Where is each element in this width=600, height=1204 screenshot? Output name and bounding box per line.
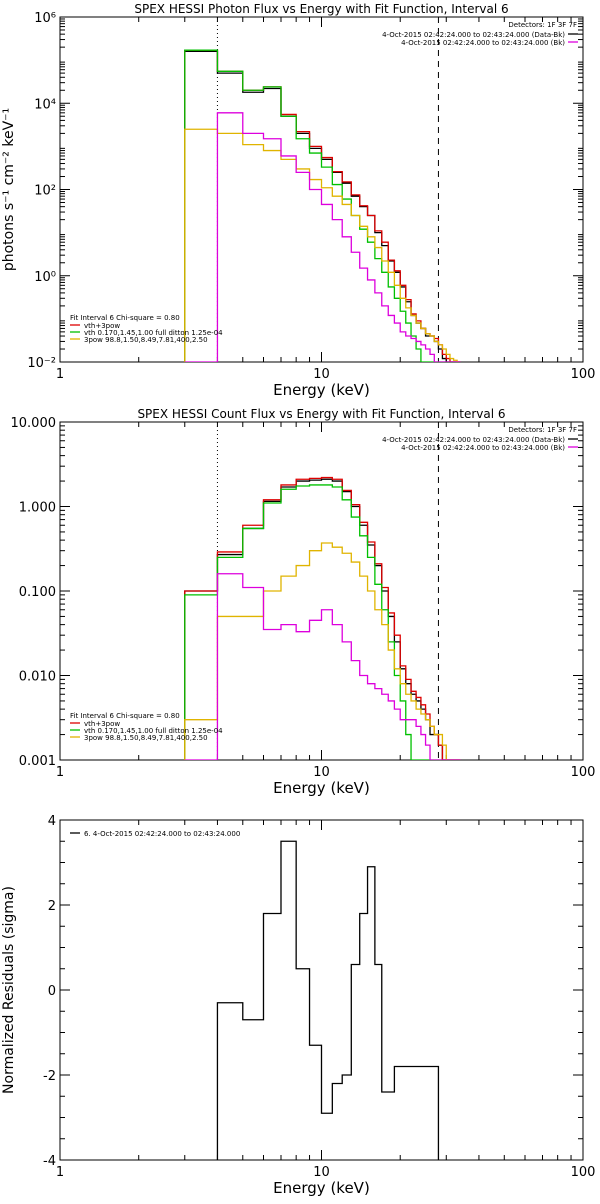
series-line-3 [184, 49, 461, 362]
x-axis-label: Energy (keV) [273, 381, 370, 399]
x-axis-label: Energy (keV) [273, 1179, 370, 1197]
y-tick-label: -4 [43, 1154, 56, 1169]
x-tick-label: 100 [571, 1165, 596, 1180]
legend-entry-label: vth 0.170,1.45,1.00 full ditton 1.25e-04 [84, 727, 223, 735]
legend-entry-label: 4-Oct-2015 02:42:24.000 to 02:43:24.000 … [382, 31, 565, 39]
y-tick-label: 0.001 [19, 754, 56, 769]
y-tick-label: 10⁻² [27, 356, 56, 371]
y-axis-label: Normalized Residuals (sigma) [1, 886, 17, 1094]
series-line-1 [184, 478, 461, 760]
y-tick-label: 1.000 [19, 501, 56, 516]
series-group [216, 840, 440, 1160]
legend-entry-label: 4-Oct-2015 02:42:24.000 to 02:43:24.000 … [401, 444, 565, 452]
series-line-1 [184, 50, 461, 362]
x-axis-label: Energy (keV) [273, 779, 370, 797]
series-line-4 [184, 542, 461, 760]
legend-entry-label: 3pow 98.8,1.50,8.49,7.81,400,2.50 [84, 336, 208, 344]
y-tick-label: 0.100 [19, 585, 56, 600]
series-line-3 [184, 484, 461, 760]
legend-entry-label: vth 0.170,1.45,1.00 full ditton 1.25e-04 [84, 329, 223, 337]
plot-frame-2 [59, 421, 584, 761]
legend-entry-label: 6. 4-Oct-2015 02:42:24.000 to 02:43:24.0… [84, 830, 240, 838]
chart-title: SPEX HESSI Photon Flux vs Energy with Fi… [134, 2, 508, 16]
y-tick-label: 2 [48, 899, 56, 914]
y-tick-label: 0.010 [19, 670, 56, 685]
y-tick-label: 4 [48, 814, 56, 829]
y-tick-label: 10² [34, 184, 56, 199]
legend-entry-label: 4-Oct-2015 02:42:24.000 to 02:43:24.000 … [401, 39, 565, 47]
series-line-2 [184, 49, 461, 362]
legend-title: Fit Interval 6 Chi-square = 0.80 [70, 712, 180, 720]
y-tick-label: 0 [48, 984, 56, 999]
series-group [184, 476, 461, 760]
chart-title: SPEX HESSI Count Flux vs Energy with Fit… [137, 407, 505, 421]
legend-entry-label: 4-Oct-2015 02:42:24.000 to 02:43:24.000 … [382, 436, 565, 444]
series-line-1 [216, 840, 440, 1160]
x-tick-label: 1 [56, 765, 64, 780]
y-tick-label: 10⁶ [34, 11, 56, 26]
x-tick-label: 10 [313, 1165, 330, 1180]
series-line-5 [184, 112, 461, 362]
series-line-5 [184, 573, 461, 760]
y-tick-label: 10⁴ [34, 97, 56, 112]
x-tick-label: 10 [313, 367, 330, 382]
legend-title: Fit Interval 6 Chi-square = 0.80 [70, 314, 180, 322]
y-tick-label: 10⁰ [34, 270, 56, 285]
x-tick-label: 100 [571, 367, 596, 382]
x-tick-label: 1 [56, 1165, 64, 1180]
x-tick-label: 100 [571, 765, 596, 780]
legend-entry-label: vth+3pow [84, 322, 120, 330]
legend-entry-label: vth+3pow [84, 720, 120, 728]
y-tick-label: -2 [43, 1069, 56, 1084]
y-axis-label: photons s⁻¹ cm⁻² keV⁻¹ [1, 108, 17, 271]
series-line-4 [184, 128, 461, 362]
legend-entry-label: 3pow 98.8,1.50,8.49,7.81,400,2.50 [84, 734, 208, 742]
series-group [184, 49, 461, 362]
x-tick-label: 1 [56, 367, 64, 382]
series-line-2 [184, 476, 461, 760]
legend-title: Detectors: 1F 3F 7F [508, 21, 577, 29]
legend-title: Detectors: 1F 3F 7F [508, 426, 577, 434]
x-tick-label: 10 [313, 765, 330, 780]
y-tick-label: 10.000 [11, 416, 57, 431]
